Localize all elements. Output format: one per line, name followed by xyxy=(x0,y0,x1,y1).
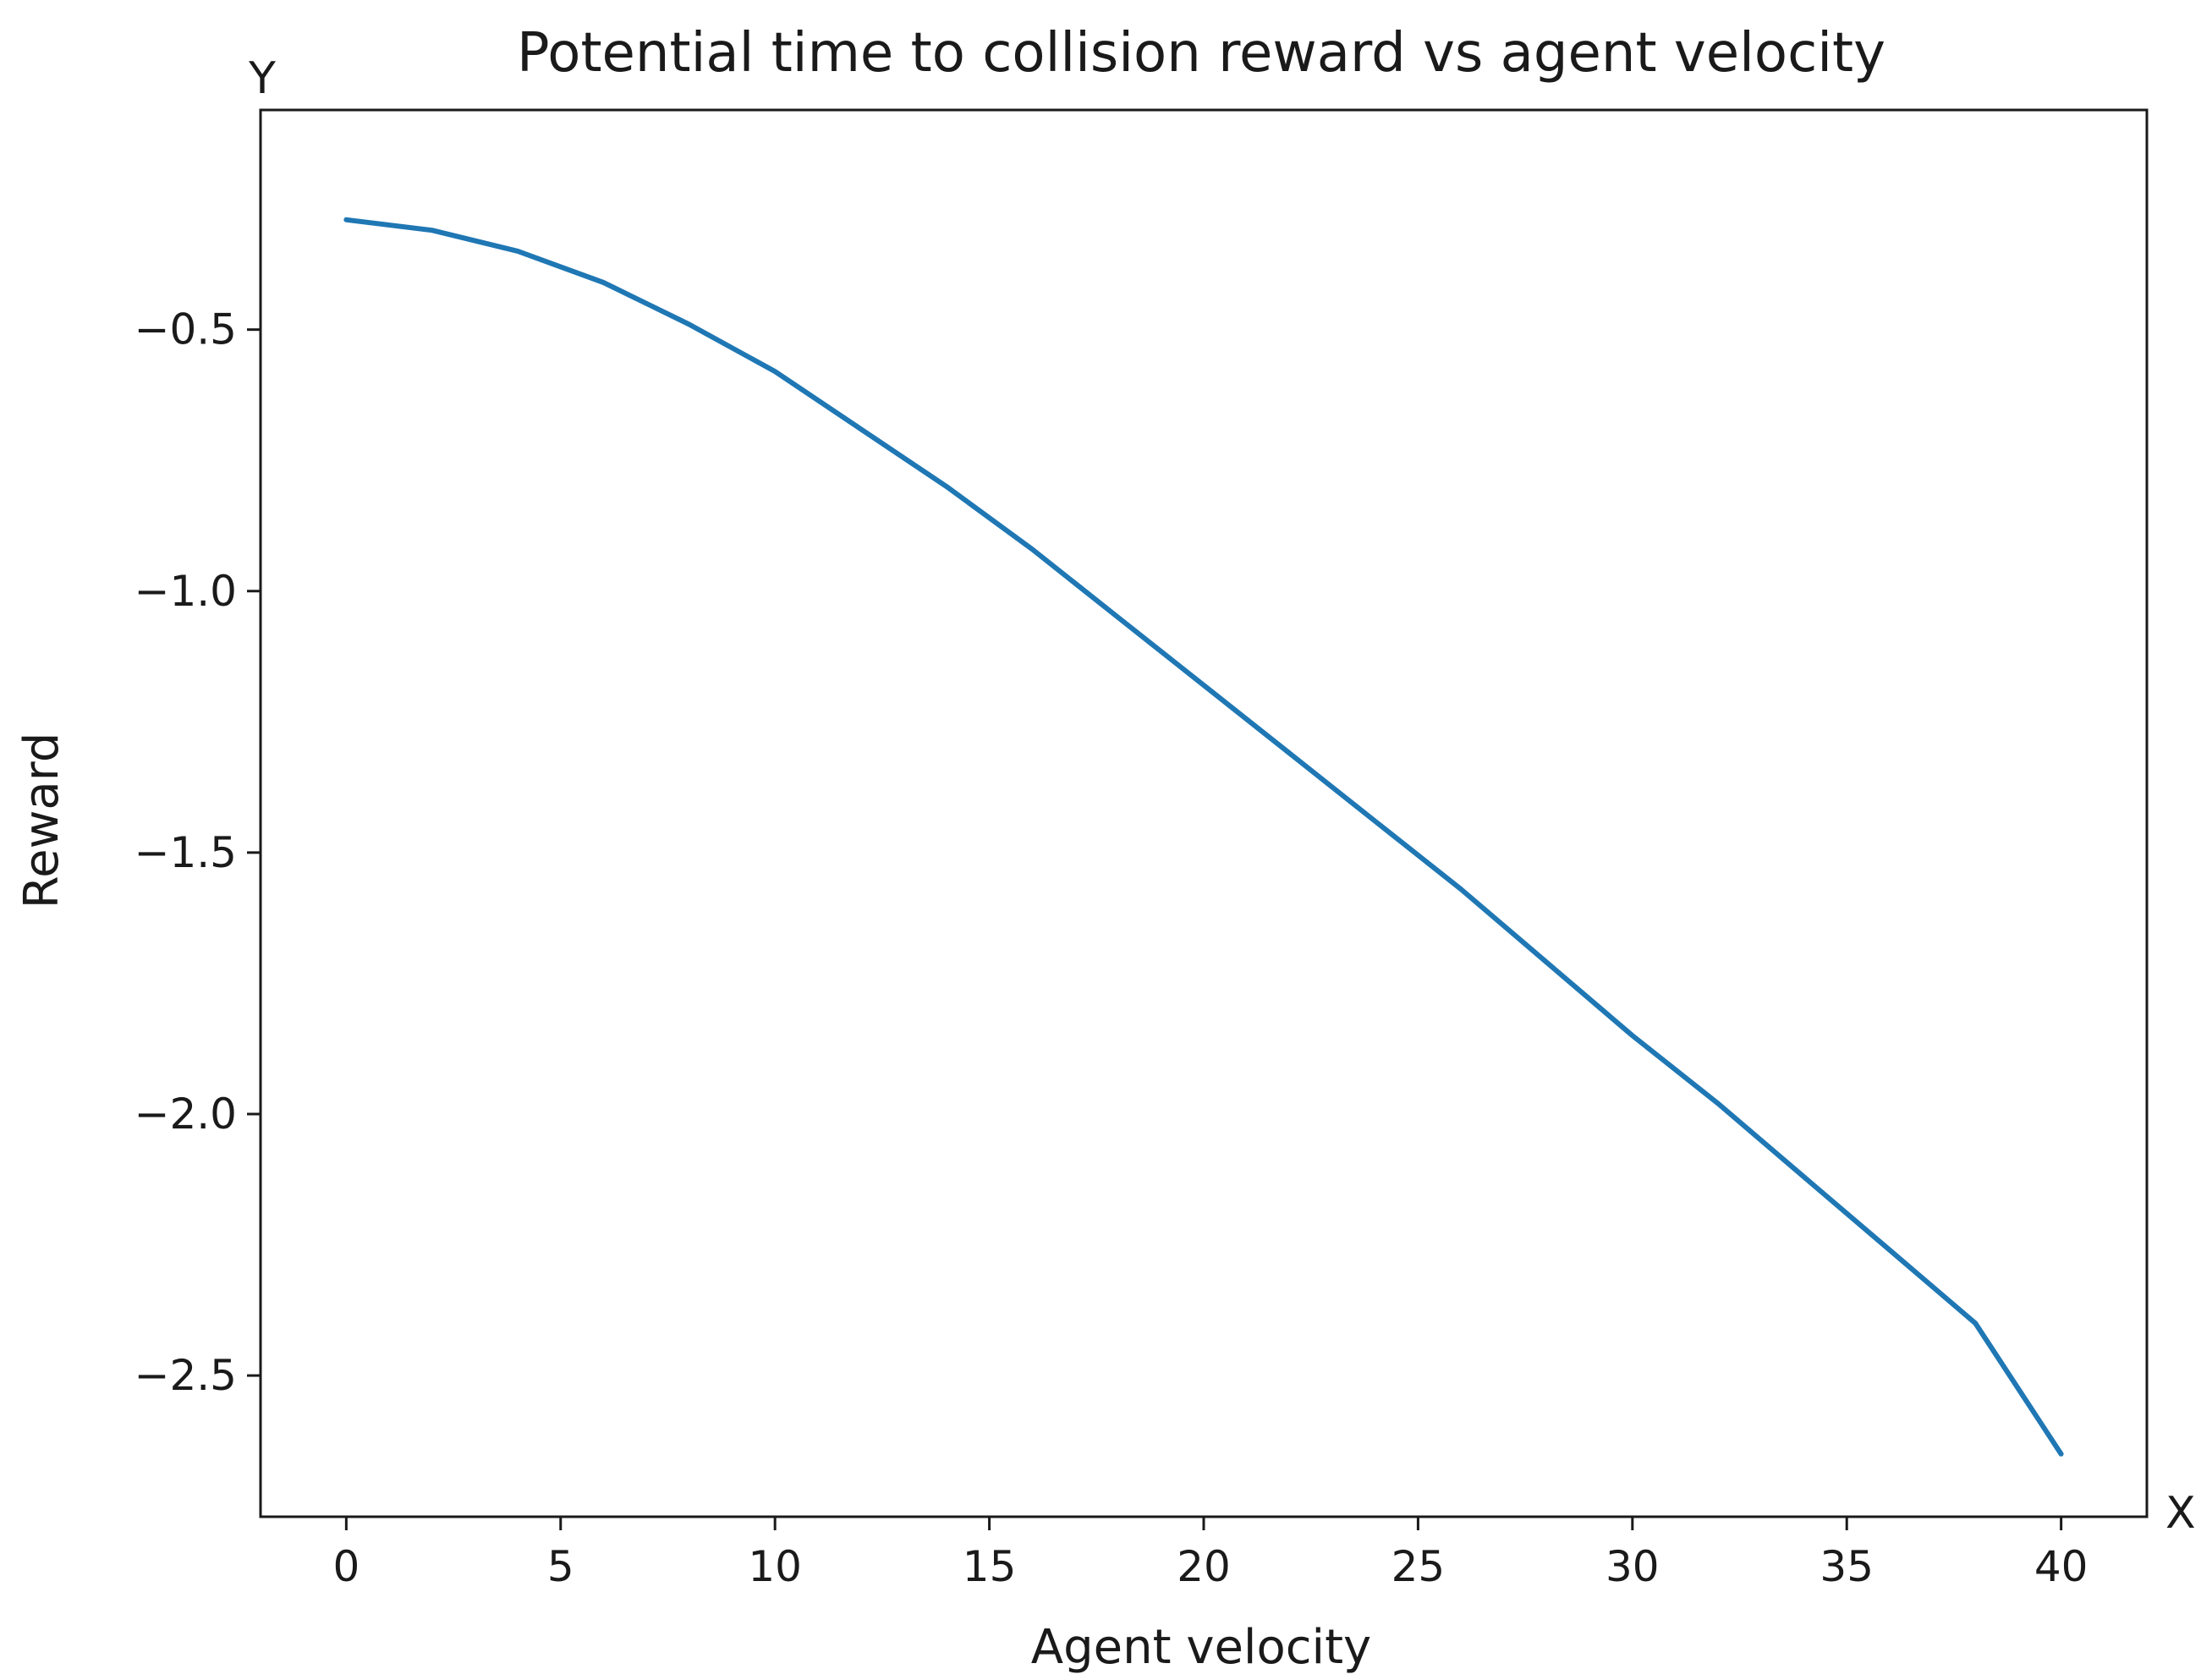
x-tick-label: 10 xyxy=(748,1542,802,1591)
x-ticks: 0 5 10 15 20 25 30 35 40 xyxy=(332,1517,2088,1591)
x-tick-label: 20 xyxy=(1177,1542,1231,1591)
y-ticks: −0.5 −1.0 −1.5 −2.0 −2.5 xyxy=(134,305,261,1400)
plot-frame xyxy=(259,108,2149,1518)
x-tick-label: 5 xyxy=(547,1542,574,1591)
chart-title: Potential time to collision reward vs ag… xyxy=(517,22,1885,85)
y-tick-label: −2.5 xyxy=(134,1351,237,1400)
x-tick-label: 0 xyxy=(332,1542,360,1591)
x-axis-label: Agent velocity xyxy=(1031,1620,1371,1675)
y-tick-label: −1.5 xyxy=(134,828,237,877)
x-tick-label: 15 xyxy=(963,1542,1017,1591)
x-tick-label: 25 xyxy=(1391,1542,1446,1591)
x-tick-label: 35 xyxy=(1820,1542,1874,1591)
y-axis-label: Reward xyxy=(14,733,69,909)
y-axis-name: Y xyxy=(248,53,276,104)
x-axis-name: X xyxy=(2165,1488,2196,1539)
series-line xyxy=(343,217,2064,1457)
y-tick-label: −0.5 xyxy=(134,305,237,354)
x-tick-label: 30 xyxy=(1605,1542,1660,1591)
y-tick-label: −2.0 xyxy=(134,1090,237,1139)
y-tick-label: −1.0 xyxy=(134,567,237,616)
x-tick-label: 40 xyxy=(2034,1542,2089,1591)
